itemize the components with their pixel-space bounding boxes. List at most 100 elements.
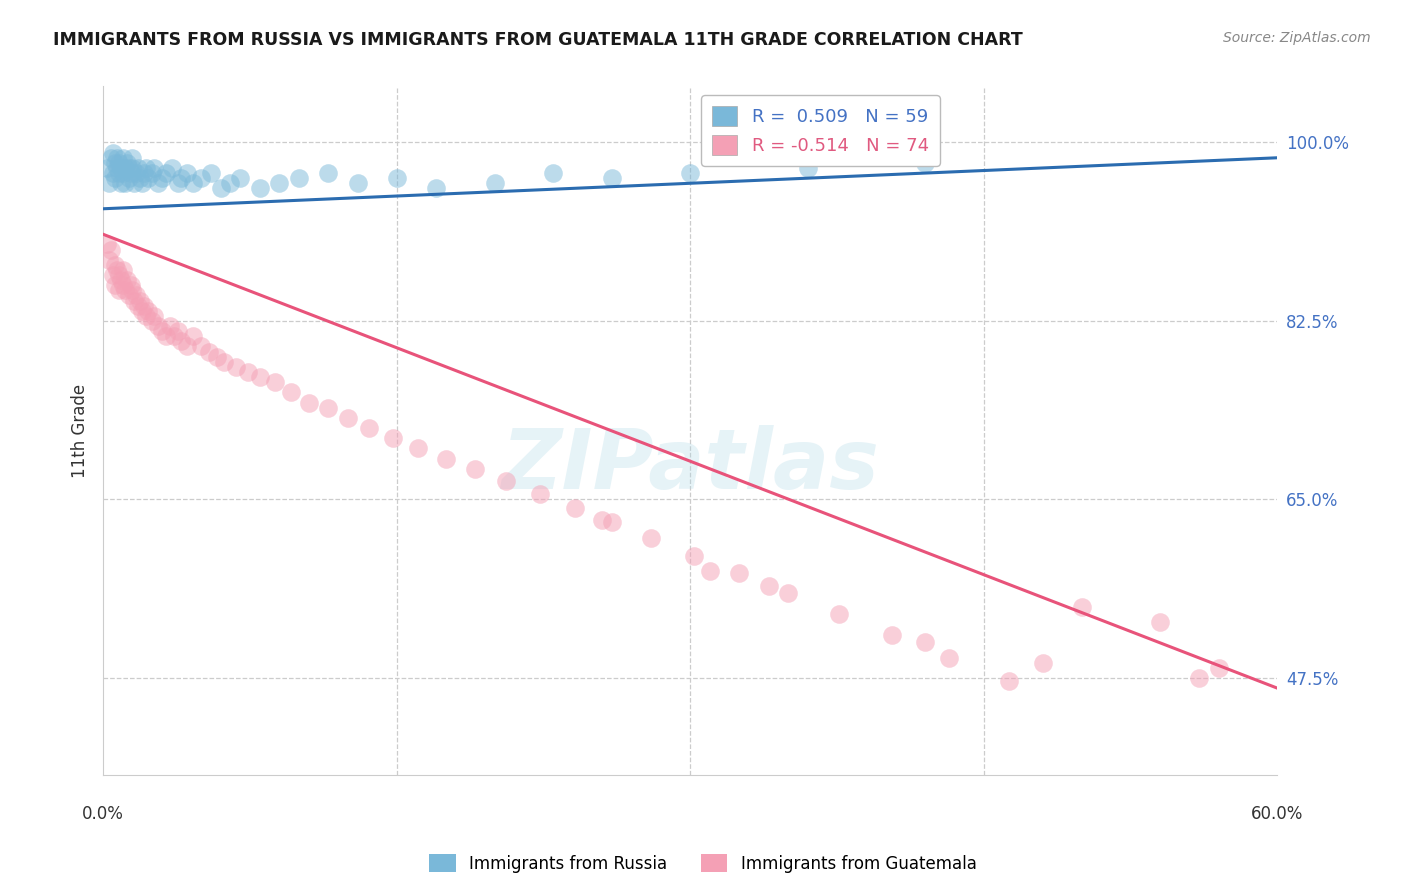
Point (495, 474, 517, 488)
Legend: Immigrants from Russia, Immigrants from Guatemala: Immigrants from Russia, Immigrants from … (423, 847, 983, 880)
Point (543, 166, 565, 180)
Point (121, 151, 143, 165)
Point (162, 329, 184, 343)
Point (264, 375, 287, 389)
Point (159, 319, 181, 334)
Point (298, 395, 321, 409)
Point (269, 176, 291, 190)
Point (104, 258, 127, 272)
Point (98, 252, 121, 267)
Point (131, 176, 153, 190)
Point (110, 161, 132, 175)
Point (564, 500, 586, 515)
Point (288, 171, 311, 186)
Point (316, 401, 339, 415)
Point (214, 355, 236, 369)
Point (155, 166, 177, 180)
Point (683, 549, 706, 563)
Point (121, 161, 143, 175)
Point (98, 176, 121, 190)
Point (464, 462, 486, 476)
Point (110, 273, 132, 287)
Text: Source: ZipAtlas.com: Source: ZipAtlas.com (1223, 31, 1371, 45)
Point (200, 166, 222, 180)
Point (236, 365, 259, 379)
Point (105, 151, 128, 165)
Point (120, 278, 142, 293)
Point (914, 635, 936, 649)
Point (134, 166, 156, 180)
Point (96, 161, 118, 175)
Point (107, 268, 129, 282)
Point (115, 156, 138, 170)
Point (101, 145, 124, 160)
Point (143, 309, 166, 323)
Point (229, 171, 252, 186)
Point (114, 176, 136, 190)
Point (125, 288, 148, 302)
Point (316, 166, 339, 180)
Point (135, 309, 157, 323)
Point (117, 288, 139, 302)
Point (107, 284, 129, 298)
Point (699, 564, 721, 578)
Point (111, 166, 134, 180)
Point (124, 176, 146, 190)
Point (125, 166, 148, 180)
Point (150, 171, 173, 186)
Point (136, 171, 159, 186)
Point (181, 329, 204, 343)
Point (100, 151, 122, 165)
Point (114, 161, 136, 175)
Point (1149, 615, 1171, 629)
Point (198, 344, 221, 359)
Point (1032, 656, 1054, 670)
Point (136, 303, 159, 318)
Point (205, 350, 228, 364)
Point (176, 339, 198, 353)
Point (129, 293, 152, 308)
Point (170, 334, 193, 349)
Point (104, 171, 127, 186)
Point (105, 263, 128, 277)
Point (359, 421, 381, 435)
Point (434, 451, 457, 466)
Point (111, 151, 134, 165)
Point (134, 299, 156, 313)
Text: 0.0%: 0.0% (82, 805, 124, 823)
Point (679, 166, 702, 180)
Point (127, 299, 149, 313)
Point (143, 161, 166, 175)
Y-axis label: 11th Grade: 11th Grade (72, 384, 89, 478)
Text: ZIPatlas: ZIPatlas (502, 425, 879, 506)
Point (998, 674, 1021, 689)
Point (190, 339, 212, 353)
Point (111, 278, 134, 293)
Point (170, 171, 193, 186)
Point (121, 284, 143, 298)
Point (141, 314, 163, 328)
Point (938, 650, 960, 665)
Point (209, 181, 232, 195)
Point (225, 359, 247, 374)
Point (406, 442, 429, 456)
Point (176, 166, 198, 180)
Point (110, 176, 132, 190)
Point (146, 319, 169, 334)
Point (146, 176, 169, 190)
Point (758, 579, 780, 593)
Point (425, 181, 447, 195)
Point (141, 166, 163, 180)
Point (166, 176, 188, 190)
Point (914, 156, 936, 170)
Point (120, 166, 142, 180)
Point (96, 237, 118, 252)
Point (117, 171, 139, 186)
Point (124, 293, 146, 308)
Point (346, 176, 368, 190)
Point (115, 273, 138, 287)
Point (111, 263, 134, 277)
Point (114, 284, 136, 298)
Point (129, 171, 152, 186)
Point (127, 161, 149, 175)
